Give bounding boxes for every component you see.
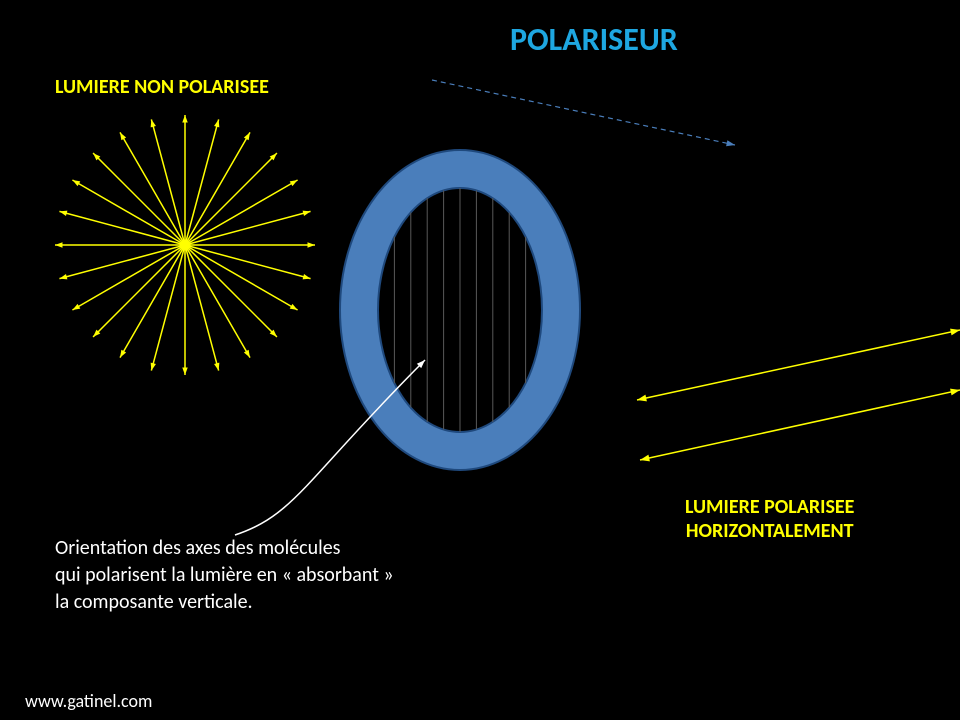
footer-url: www.gatinel.com xyxy=(25,690,152,712)
label-unpolarized-light: LUMIERE NON POLARISEE xyxy=(55,75,269,99)
label-polarized-line2: HORIZONTALEMENT xyxy=(686,519,854,543)
title-polariseur: POLARISEUR xyxy=(510,20,678,59)
caption-line1: Orientation des axes des molécules xyxy=(55,536,340,560)
caption-line2: qui polarisent la lumière en « absorbant… xyxy=(55,563,394,587)
caption-orientation: Orientation des axes des molécules qui p… xyxy=(55,535,394,616)
label-polarized-light: LUMIERE POLARISEE HORIZONTALEMENT xyxy=(685,495,854,543)
caption-line3: la composante verticale. xyxy=(55,590,253,614)
label-polarized-line1: LUMIERE POLARISEE xyxy=(685,495,854,519)
